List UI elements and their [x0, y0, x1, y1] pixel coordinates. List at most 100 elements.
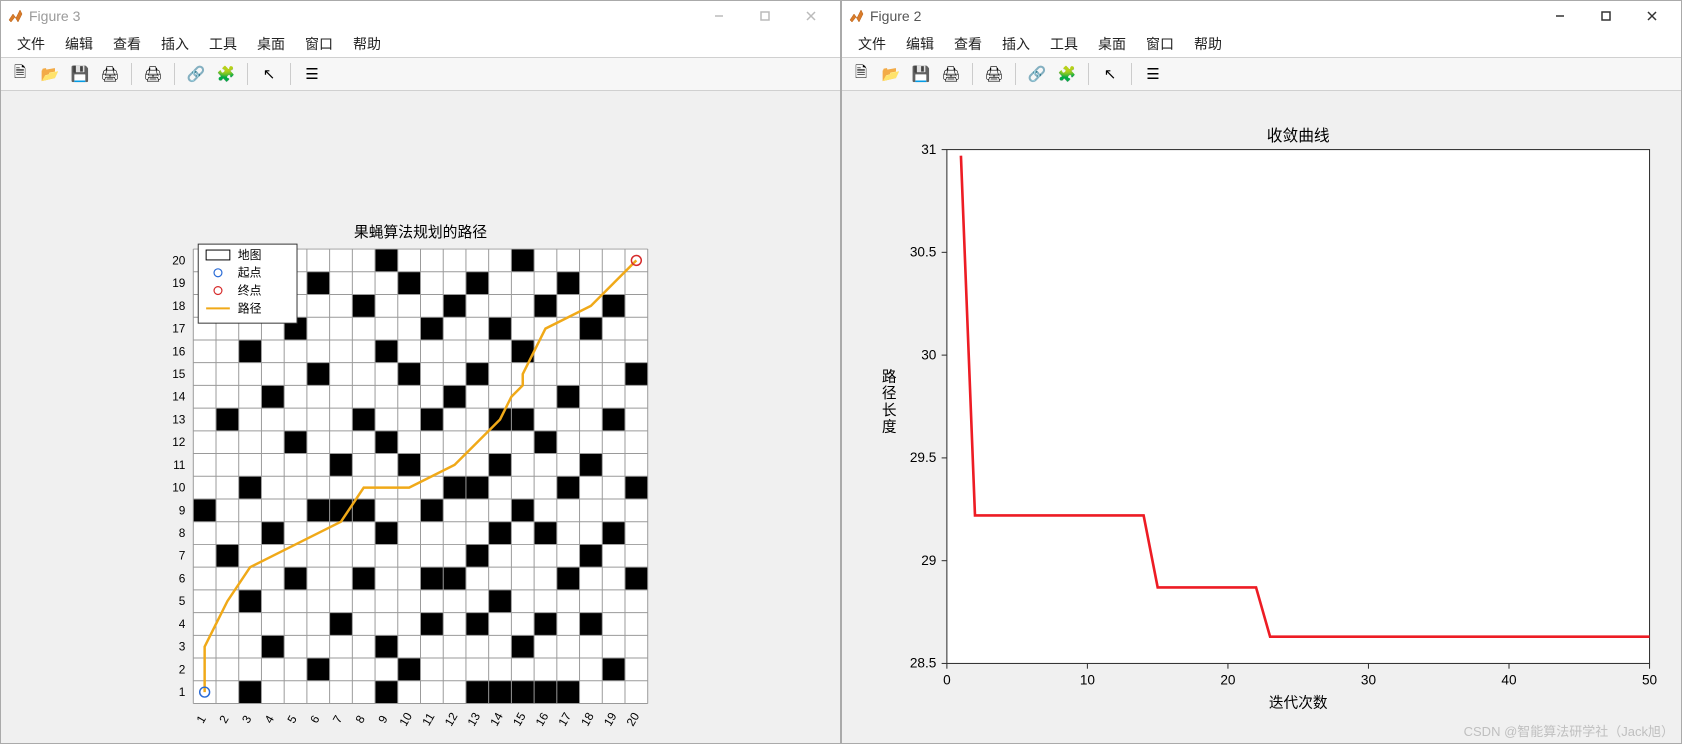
- minimize-button[interactable]: [696, 1, 742, 31]
- maximize-button[interactable]: [742, 1, 788, 31]
- toolbar: 🗎 📂💾 🖨 🖨 🔗🧩 ↖ ☰: [1, 58, 840, 91]
- menu-e[interactable]: 编辑: [55, 34, 103, 54]
- x-tick-label: 11: [419, 710, 437, 728]
- toolbar-new-button[interactable]: 🗎: [848, 61, 874, 87]
- minimize-button[interactable]: [1537, 1, 1583, 31]
- y-tick-label: 29: [921, 553, 936, 568]
- menu-t[interactable]: 工具: [199, 34, 247, 54]
- x-tick-label: 1: [193, 713, 209, 726]
- toolbar-link-button[interactable]: 🔗: [183, 61, 209, 87]
- menu-t[interactable]: 工具: [1040, 34, 1088, 54]
- obstacle-cell: [330, 613, 353, 636]
- obstacle-cell: [602, 295, 625, 318]
- menu-h[interactable]: 帮助: [343, 34, 391, 54]
- plot-area: 收敛曲线0102030405028.52929.53030.531迭代次数路径长…: [842, 91, 1681, 743]
- titlebar[interactable]: Figure 2: [842, 1, 1681, 31]
- obstacle-cell: [216, 408, 239, 431]
- obstacle-cell: [534, 613, 557, 636]
- obstacle-cell: [398, 658, 421, 681]
- obstacle-cell: [489, 454, 512, 477]
- menu-i[interactable]: 插入: [992, 34, 1040, 54]
- menu-e[interactable]: 编辑: [896, 34, 944, 54]
- y-axis-label: 路径长度: [882, 368, 897, 435]
- y-tick-label: 3: [179, 640, 186, 654]
- new-icon: 🗎: [14, 62, 26, 87]
- titlebar[interactable]: Figure 3: [1, 1, 840, 31]
- print-icon: 🖨: [941, 65, 960, 83]
- datacursor-icon: ☰: [305, 65, 318, 83]
- y-tick-label: 5: [179, 594, 186, 608]
- maximize-button[interactable]: [1583, 1, 1629, 31]
- toolbar-save-button[interactable]: 💾: [67, 61, 93, 87]
- obstacle-cell: [375, 522, 398, 545]
- toolbar-open-button[interactable]: 📂: [37, 61, 63, 87]
- menu-w[interactable]: 窗口: [295, 34, 343, 54]
- toolbar-print-button[interactable]: 🖨: [938, 61, 964, 87]
- toolbar-datacursor-button[interactable]: ☰: [299, 61, 325, 87]
- obstacle-cell: [261, 522, 284, 545]
- toolbar-linked-button[interactable]: 🧩: [213, 61, 239, 87]
- obstacle-cell: [261, 635, 284, 658]
- toolbar-save-button[interactable]: 💾: [908, 61, 934, 87]
- toolbar-print-button[interactable]: 🖨: [97, 61, 123, 87]
- obstacle-cell: [421, 408, 444, 431]
- x-tick-label: 12: [442, 710, 461, 728]
- y-tick-label: 20: [172, 253, 186, 267]
- menu-f[interactable]: 文件: [848, 34, 896, 54]
- obstacle-cell: [421, 317, 444, 340]
- x-tick-label: 17: [555, 710, 574, 728]
- menu-d[interactable]: 桌面: [1088, 34, 1136, 54]
- obstacle-cell: [511, 249, 534, 272]
- menu-v[interactable]: 查看: [944, 34, 992, 54]
- toolbar-separator: [1015, 63, 1016, 85]
- obstacle-cell: [511, 499, 534, 522]
- toolbar-cursor-button[interactable]: ↖: [1097, 61, 1123, 87]
- menu-w[interactable]: 窗口: [1136, 34, 1184, 54]
- obstacle-cell: [330, 454, 353, 477]
- toolbar-separator: [247, 63, 248, 85]
- y-tick-label: 4: [179, 617, 186, 631]
- menu-d[interactable]: 桌面: [247, 34, 295, 54]
- obstacle-cell: [534, 681, 557, 704]
- obstacle-cell: [466, 613, 489, 636]
- toolbar-linked-button[interactable]: 🧩: [1054, 61, 1080, 87]
- obstacle-cell: [557, 681, 580, 704]
- close-button[interactable]: [1629, 1, 1675, 31]
- grid-plot: 果蝇算法规划的路径1122334455667788991010111112121…: [1, 91, 840, 743]
- obstacle-cell: [307, 272, 330, 295]
- menubar: 文件编辑查看插入工具桌面窗口帮助: [842, 31, 1681, 58]
- plot-title: 果蝇算法规划的路径: [354, 224, 487, 241]
- x-tick-label: 10: [1080, 672, 1096, 687]
- menu-f[interactable]: 文件: [7, 34, 55, 54]
- toolbar-cursor-button[interactable]: ↖: [256, 61, 282, 87]
- toolbar-separator: [290, 63, 291, 85]
- toolbar-open-button[interactable]: 📂: [878, 61, 904, 87]
- y-tick-label: 2: [179, 662, 186, 676]
- x-tick-label: 19: [601, 710, 620, 729]
- print-icon: 🖨: [100, 65, 119, 83]
- open-icon: 📂: [882, 65, 901, 83]
- obstacle-cell: [489, 522, 512, 545]
- obstacle-cell: [466, 681, 489, 704]
- toolbar-print2-button[interactable]: 🖨: [981, 61, 1007, 87]
- obstacle-cell: [443, 295, 466, 318]
- toolbar-link-button[interactable]: 🔗: [1024, 61, 1050, 87]
- print2-icon: 🖨: [143, 65, 162, 83]
- menu-i[interactable]: 插入: [151, 34, 199, 54]
- obstacle-cell: [352, 295, 375, 318]
- menu-v[interactable]: 查看: [103, 34, 151, 54]
- toolbar-datacursor-button[interactable]: ☰: [1140, 61, 1166, 87]
- toolbar-print2-button[interactable]: 🖨: [140, 61, 166, 87]
- obstacle-cell: [193, 499, 216, 522]
- obstacle-cell: [239, 681, 262, 704]
- obstacle-cell: [239, 340, 262, 363]
- new-icon: 🗎: [855, 62, 867, 87]
- print2-icon: 🖨: [984, 65, 1003, 83]
- x-tick-label: 9: [375, 713, 391, 726]
- y-tick-label: 8: [179, 526, 186, 540]
- toolbar-new-button[interactable]: 🗎: [7, 61, 33, 87]
- y-tick-label: 29.5: [910, 450, 937, 465]
- obstacle-cell: [398, 454, 421, 477]
- menu-h[interactable]: 帮助: [1184, 34, 1232, 54]
- close-button[interactable]: [788, 1, 834, 31]
